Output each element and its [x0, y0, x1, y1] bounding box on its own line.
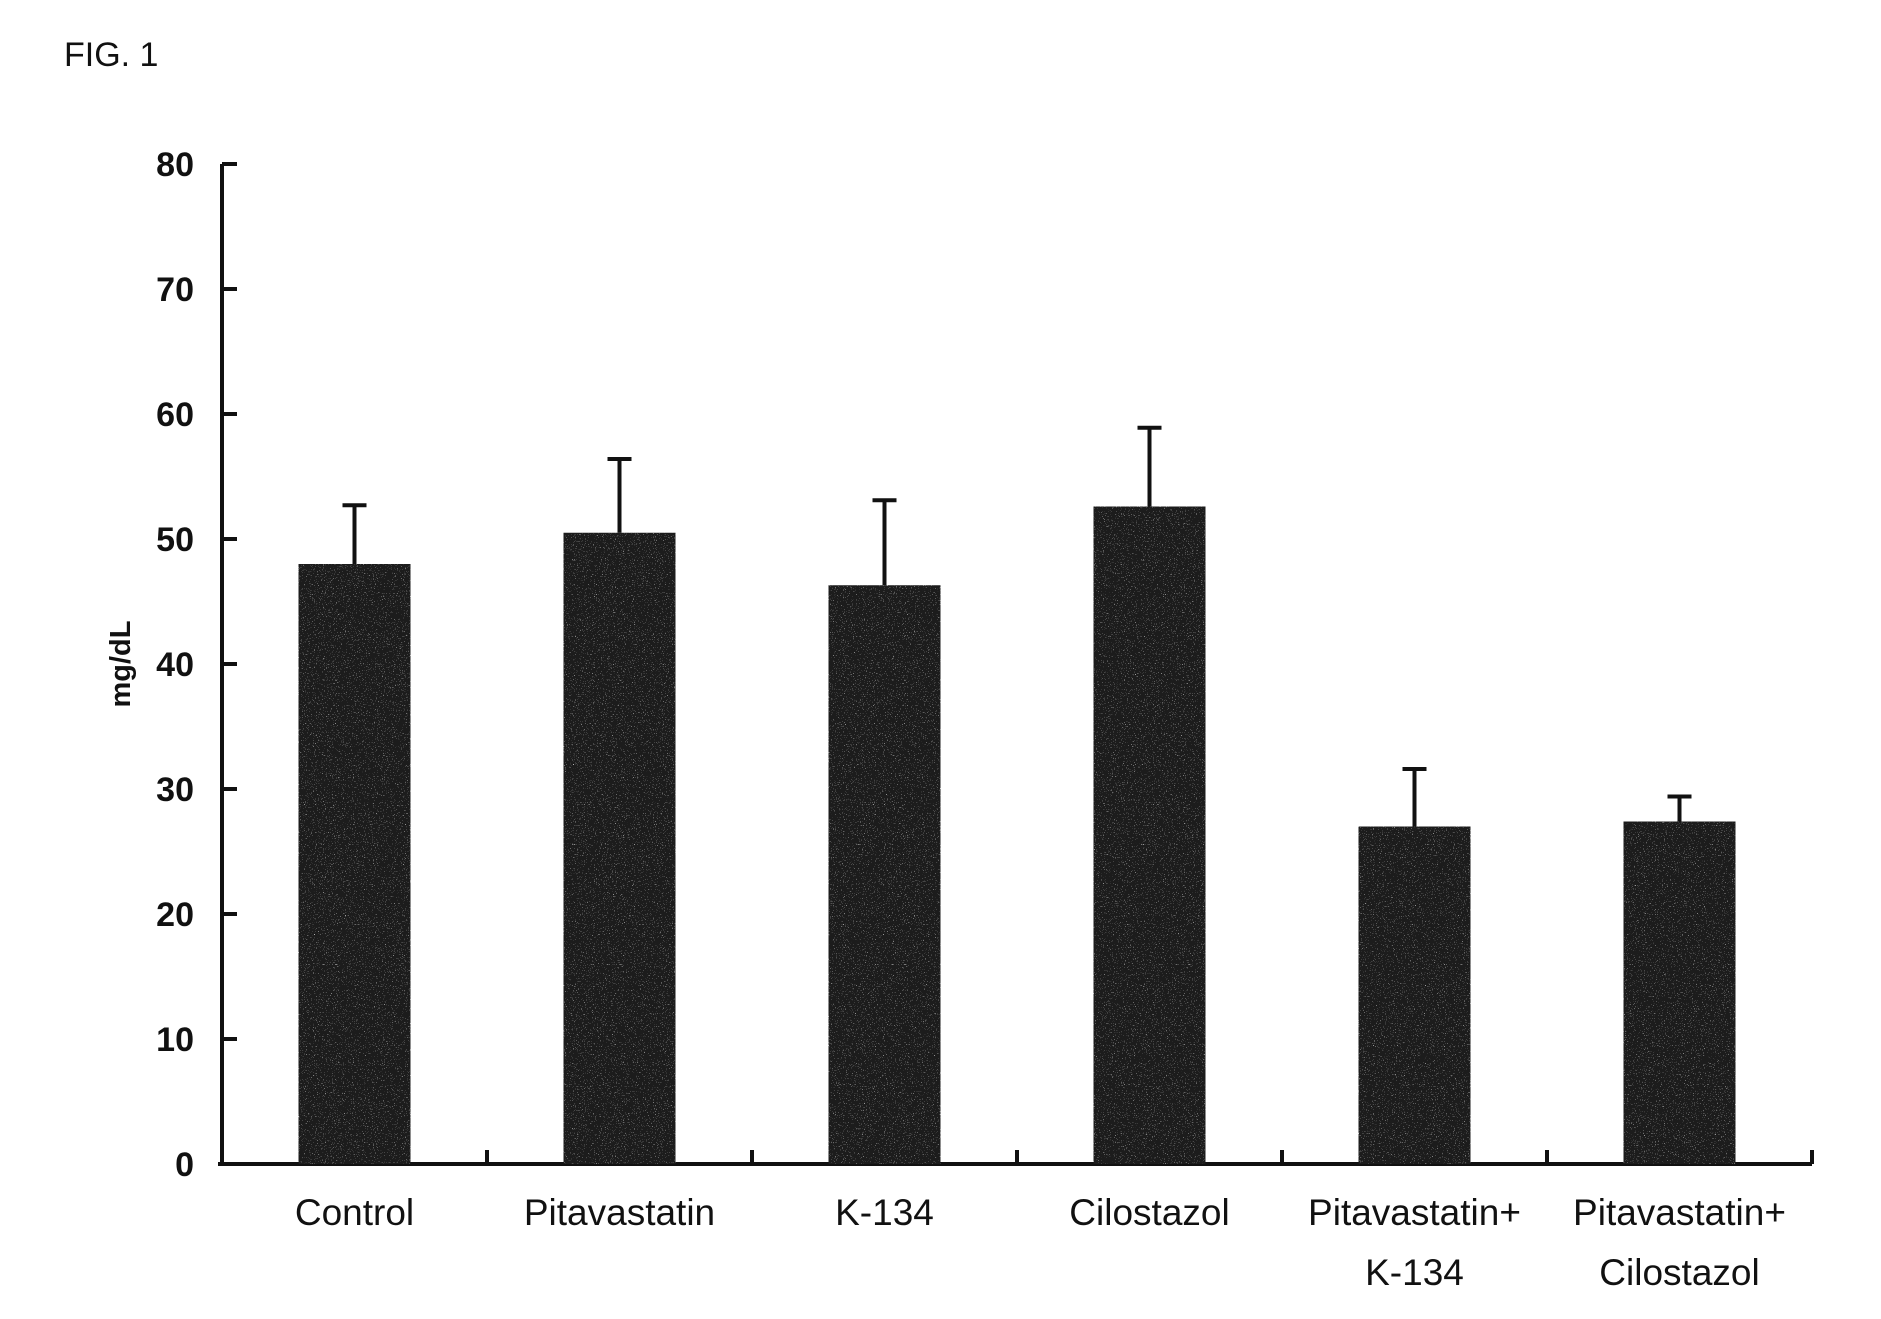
category-label: Pitavastatin+ Cilostazol — [1573, 1192, 1786, 1293]
y-tick-label: 70 — [156, 271, 194, 309]
y-tick-label: 50 — [156, 521, 194, 559]
category-label: Control — [295, 1192, 414, 1233]
category-label: K-134 — [835, 1192, 934, 1233]
category-label: Cilostazol — [1069, 1192, 1229, 1233]
category-label: Pitavastatin+ K-134 — [1308, 1192, 1521, 1293]
y-tick-label: 10 — [156, 1021, 194, 1059]
bar — [1093, 506, 1206, 1164]
bar — [298, 564, 411, 1164]
category-label-line: Pitavastatin+ — [1573, 1192, 1786, 1233]
error-bars — [342, 425, 1692, 827]
bars — [298, 506, 1736, 1164]
category-label: Pitavastatin — [524, 1192, 715, 1233]
y-tick-label: 40 — [156, 646, 194, 684]
x-axis — [218, 1150, 1814, 1166]
y-tick-label: 30 — [156, 771, 194, 809]
figure-label: FIG. 1 — [64, 36, 159, 74]
category-label-line: Pitavastatin — [524, 1192, 715, 1233]
y-axis-title: mg/dL — [105, 621, 137, 708]
category-label-line: Cilostazol — [1069, 1192, 1229, 1233]
y-tick-label: 0 — [175, 1146, 194, 1184]
category-label-line: Control — [295, 1192, 414, 1233]
category-label-line: Cilostazol — [1599, 1252, 1759, 1293]
category-label-line: K-134 — [835, 1192, 934, 1233]
y-tick-label: 80 — [156, 146, 194, 184]
bar — [563, 532, 676, 1164]
bar — [1358, 826, 1471, 1164]
category-labels: Control Pitavastatin K-134 Cilostazol Pitava… — [295, 1192, 1786, 1293]
y-tick-label: 60 — [156, 396, 194, 434]
bar — [828, 585, 941, 1164]
y-axis: 0 10 20 30 40 50 60 70 80 — [156, 146, 237, 1184]
category-label-line: Pitavastatin+ — [1308, 1192, 1521, 1233]
y-tick-label: 20 — [156, 896, 194, 934]
bar — [1623, 821, 1736, 1164]
category-label-line: K-134 — [1365, 1252, 1464, 1293]
